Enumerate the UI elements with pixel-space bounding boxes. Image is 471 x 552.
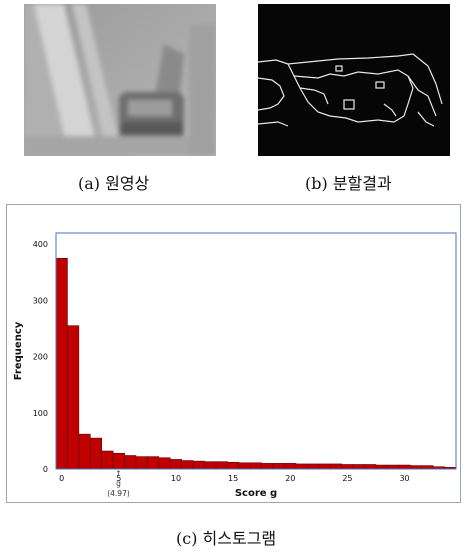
- x-tick-label: 0: [59, 474, 64, 483]
- histogram-bar: [158, 457, 171, 470]
- histogram-svg: 0 100 200 300 400 0 5 10 15 20 25 30 Frequency Sco…: [13, 232, 457, 499]
- histogram-bar: [181, 460, 194, 470]
- histogram-bar: [169, 459, 183, 470]
- segmentation-result-image: [258, 4, 450, 156]
- caption-a: (a) 원영상: [78, 174, 150, 193]
- histogram-bar: [318, 463, 331, 470]
- x-tick-label: 20: [285, 474, 295, 483]
- original-image: [24, 4, 216, 156]
- histogram-bar: [238, 462, 251, 470]
- annotation-arrow: ↑: [115, 469, 121, 478]
- y-axis-label: Frequency: [13, 321, 24, 380]
- histogram-bar: [398, 464, 411, 470]
- histogram-bar: [147, 456, 160, 470]
- histogram-bar: [101, 450, 114, 470]
- annotation-value: (4.97): [107, 489, 130, 498]
- x-axis-label: Score g: [235, 488, 277, 499]
- histogram-bar: [261, 463, 274, 470]
- x-tick-label: 10: [171, 474, 181, 483]
- x-tick-label: 5: [116, 474, 121, 483]
- histogram-bar: [55, 257, 68, 470]
- caption-c: (c) 히스토그램: [176, 529, 277, 548]
- histogram-bar: [341, 464, 354, 470]
- histogram-bar: [215, 461, 228, 470]
- histogram-bar: [192, 460, 205, 470]
- histogram-bar: [364, 464, 377, 470]
- histogram-bar: [249, 462, 263, 470]
- plot-area-border: [55, 232, 457, 470]
- histogram-bar: [307, 463, 320, 470]
- histogram-bar: [124, 455, 137, 470]
- histogram-bar: [387, 464, 400, 470]
- histogram-bar: [409, 465, 423, 470]
- x-tick-label: 30: [399, 474, 409, 483]
- y-tick-label: 100: [33, 409, 48, 418]
- histogram-bar: [135, 456, 148, 470]
- y-tick-label: 0: [43, 465, 48, 474]
- caption-b: (b) 분할결과: [305, 174, 392, 193]
- y-ticks: 0 100 200 300 400: [33, 240, 48, 474]
- histogram-bar: [112, 452, 125, 470]
- mean-annotation: ↑ g (4.97): [107, 469, 130, 498]
- annotation-label: g: [116, 479, 121, 488]
- y-tick-label: 300: [33, 296, 48, 305]
- x-ticks: 0 5 10 15 20 25 30: [59, 474, 409, 483]
- histogram-bar: [78, 433, 91, 470]
- y-tick-label: 400: [33, 240, 48, 249]
- bars-layer: [55, 257, 457, 470]
- histogram-bar: [204, 461, 217, 470]
- x-tick-label: 15: [228, 474, 238, 483]
- y-tick-label: 200: [33, 353, 48, 362]
- x-tick-label: 25: [342, 474, 352, 483]
- histogram-bar: [272, 463, 285, 470]
- histogram-bar: [67, 325, 80, 470]
- histogram-bar: [352, 464, 365, 470]
- histogram-bar: [284, 463, 297, 470]
- histogram-bar: [89, 437, 103, 470]
- histogram-bar: [375, 464, 388, 470]
- histogram-bar: [227, 461, 240, 470]
- histogram-chart: 0 100 200 300 400 0 5 10 15 20 25 30 Frequency Sco…: [6, 204, 461, 503]
- histogram-bar: [421, 465, 434, 470]
- histogram-bar: [329, 463, 343, 470]
- histogram-bar: [295, 463, 308, 470]
